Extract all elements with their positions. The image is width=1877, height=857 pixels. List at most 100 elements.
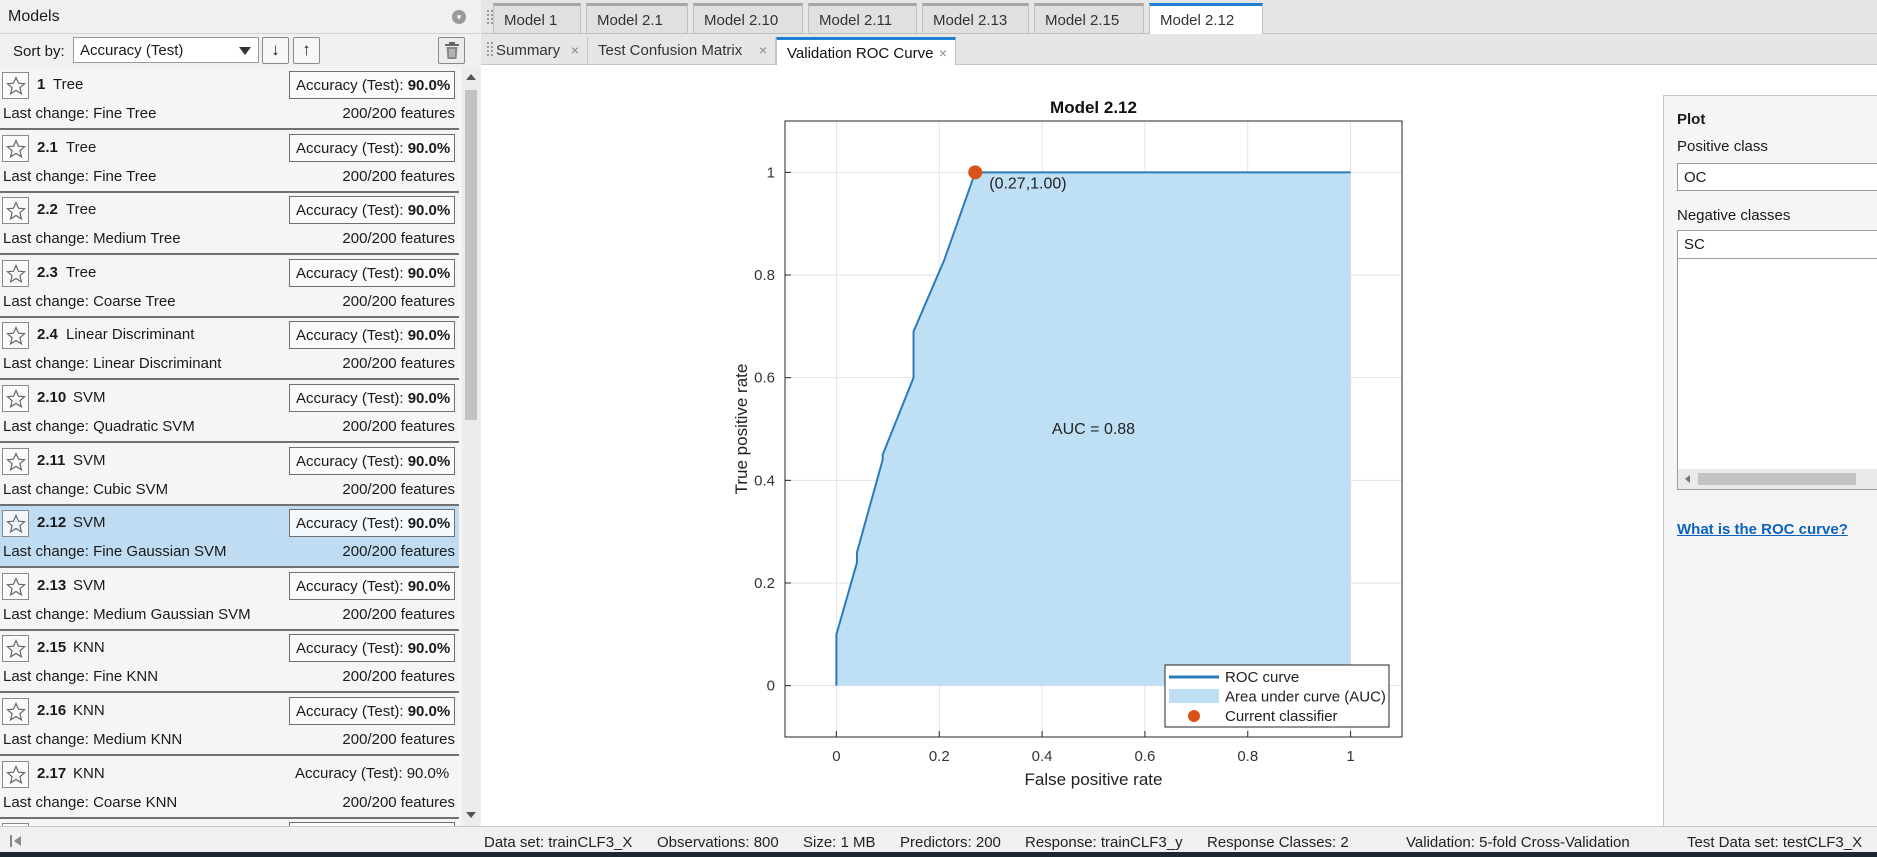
accuracy-value: 90.0% (407, 640, 451, 658)
positive-class-select[interactable]: OC (1677, 163, 1877, 191)
tab-model-2-11[interactable]: Model 2.11 (808, 3, 917, 34)
accuracy-value: 90.0% (406, 764, 450, 782)
negative-classes-scrollbar[interactable] (1678, 469, 1877, 489)
accuracy-label: Accuracy (Test): (295, 764, 403, 782)
taskbar-strip (0, 852, 1877, 857)
close-icon[interactable]: × (938, 45, 947, 61)
scroll-up-icon[interactable] (466, 74, 476, 80)
favorite-star-button[interactable] (2, 510, 29, 538)
tab-validation-roc-curve[interactable]: Validation ROC Curve × (776, 37, 956, 65)
last-change-text: Last change: Medium KNN (3, 731, 183, 748)
sort-by-select[interactable]: Accuracy (Test) (73, 37, 259, 63)
tab-model-2-15[interactable]: Model 2.15 (1034, 3, 1144, 34)
favorite-star-button[interactable] (2, 385, 29, 412)
model-list-item[interactable]: 2.12 SVM Accuracy (Test): 90.0% Last change… (0, 506, 459, 569)
collapse-left-icon[interactable] (10, 835, 22, 847)
favorite-star-button[interactable] (2, 572, 29, 600)
negative-class-item[interactable]: SC (1678, 231, 1877, 259)
scroll-left-icon[interactable] (1685, 475, 1690, 483)
star-icon (6, 263, 26, 283)
model-list-scrollbar[interactable] (462, 68, 480, 826)
model-list-item[interactable]: 2.15 KNN Accuracy (Test): 90.0% Last change… (0, 631, 459, 694)
accuracy-badge: Accuracy (Test): 90.0% (289, 71, 455, 99)
tab-model-2-1[interactable]: Model 2.1 (586, 3, 688, 34)
tab-model-2-13[interactable]: Model 2.13 (922, 3, 1029, 34)
scrollbar-thumb[interactable] (465, 90, 477, 420)
plot-options-title: Plot (1677, 111, 1706, 128)
favorite-star-button[interactable] (2, 72, 29, 99)
favorite-star-button[interactable] (2, 259, 29, 287)
star-icon (6, 138, 26, 158)
model-list-item[interactable]: 2.1 Tree Accuracy (Test): 90.0% Last change… (0, 130, 459, 193)
y-tick-label: 0.4 (754, 472, 775, 489)
sort-ascending-button[interactable]: ↓ (262, 37, 289, 64)
current-classifier-point (968, 165, 983, 180)
accuracy-label: Accuracy (Test): (296, 202, 404, 220)
tab-label: Test Confusion Matrix (598, 42, 743, 59)
favorite-star-button[interactable] (2, 447, 29, 475)
accuracy-badge: Accuracy (Test): 90.0% (289, 133, 455, 162)
close-icon[interactable]: × (570, 42, 579, 58)
favorite-star-button[interactable] (2, 322, 29, 350)
features-count: 200/200 features (342, 292, 455, 310)
star-icon (6, 514, 26, 534)
tab-label: Summary (496, 42, 561, 59)
accuracy-badge: Accuracy (Test): 90.0% (289, 258, 455, 287)
scrollbar-thumb[interactable] (1698, 473, 1856, 485)
last-change-text: Last change: Fine KNN (3, 668, 159, 686)
models-title: Models (8, 8, 60, 25)
scroll-down-icon[interactable] (466, 812, 476, 818)
negative-classes-list[interactable]: SC (1677, 230, 1877, 490)
roc-help-link[interactable]: What is the ROC curve? (1677, 521, 1848, 538)
model-type: Tree (66, 138, 97, 156)
arrow-down-icon: ↓ (271, 40, 280, 59)
tab-summary[interactable]: Summary × (486, 37, 588, 65)
model-type: SVM (73, 451, 106, 469)
model-list-item[interactable]: 2.17 KNN Accuracy (Test): 90.0% Last change… (0, 756, 459, 819)
model-list-item[interactable]: 2.16 KNN Accuracy (Test): 90.0% Last change… (0, 694, 459, 756)
accuracy-badge: Accuracy (Test): 90.0% (289, 321, 455, 350)
tab-model-1[interactable]: Model 1 (493, 3, 581, 34)
legend-swatch-auc (1169, 689, 1219, 703)
model-list-item[interactable]: 2.13 SVM Accuracy (Test): 90.0% Last change… (0, 568, 459, 631)
y-tick-label: 0 (767, 678, 775, 695)
legend-swatch-current-classifier (1188, 710, 1200, 722)
model-type: Tree (66, 263, 97, 281)
favorite-star-button[interactable] (2, 823, 29, 826)
close-icon[interactable]: × (758, 42, 767, 58)
accuracy-label: Accuracy (Test): (296, 390, 404, 407)
last-change-text: Last change: Fine Tree (3, 167, 157, 185)
sort-descending-button[interactable]: ↑ (293, 37, 320, 64)
model-list-item[interactable]: 2.4 Linear Discriminant Accuracy (Test): 9… (0, 318, 459, 381)
features-count: 200/200 features (342, 355, 455, 373)
model-list-item[interactable]: 2.10 SVM Accuracy (Test): 90.0% Last change… (0, 381, 459, 443)
status-response-classes: Response Classes: 2 (1207, 834, 1349, 851)
model-list-item[interactable]: 1 Tree Accuracy (Test): 90.0% Last change: … (0, 68, 459, 130)
favorite-star-button[interactable] (2, 698, 29, 725)
accuracy-value: 90.0% (407, 139, 451, 157)
accuracy-label: Accuracy (Test): (296, 264, 404, 282)
model-list-item[interactable] (0, 819, 459, 826)
x-tick-label: 0.8 (1237, 748, 1258, 765)
delete-model-button[interactable] (438, 37, 465, 64)
view-tabs-bar: Summary × Test Confusion Matrix × Validation… (481, 34, 1877, 65)
collapse-panel-icon[interactable]: ▾ (452, 10, 466, 24)
plot-options-panel: Plot Positive class OC Negative classes … (1663, 95, 1877, 826)
star-icon (6, 326, 26, 346)
last-change-text: Last change: Cubic SVM (3, 480, 169, 498)
model-list-item[interactable]: 2.11 SVM Accuracy (Test): 90.0% Last change… (0, 443, 459, 506)
favorite-star-button[interactable] (2, 760, 29, 788)
model-list-item[interactable]: 2.3 Tree Accuracy (Test): 90.0% Last change… (0, 255, 459, 318)
tab-model-2-10[interactable]: Model 2.10 (693, 3, 803, 34)
star-icon (6, 451, 26, 471)
favorite-star-button[interactable] (2, 635, 29, 663)
favorite-star-button[interactable] (2, 197, 29, 225)
model-list-item[interactable]: 2.2 Tree Accuracy (Test): 90.0% Last change… (0, 193, 459, 256)
drag-grip-icon[interactable] (487, 42, 493, 56)
favorite-star-button[interactable] (2, 134, 29, 162)
model-number: 2.3 (37, 263, 58, 281)
tab-test-confusion-matrix[interactable]: Test Confusion Matrix × (588, 37, 776, 65)
accuracy-label: Accuracy (Test): (296, 703, 404, 720)
drag-grip-icon[interactable] (487, 10, 493, 24)
tab-model-2-12[interactable]: Model 2.12 (1149, 3, 1263, 35)
